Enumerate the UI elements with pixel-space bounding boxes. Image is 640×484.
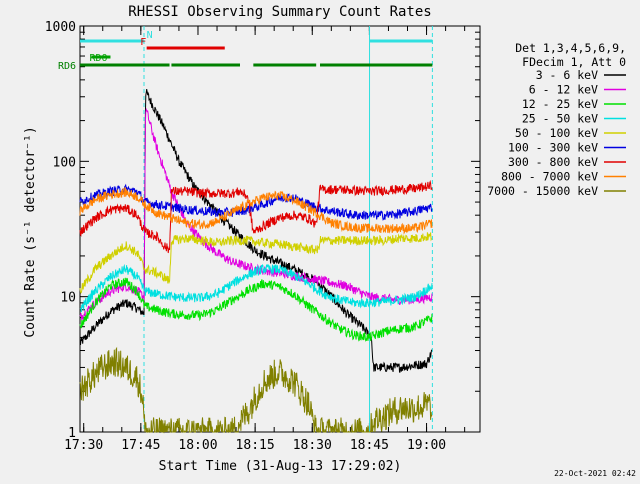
x-tick-label: 17:30: [64, 438, 103, 453]
y-tick-label: 1000: [45, 20, 76, 35]
series-line: [79, 263, 433, 313]
legend-label: 7000 - 15000 keV: [487, 184, 598, 198]
footer-date: 22-Oct-2021 02:42: [554, 469, 636, 478]
x-tick-label: 18:45: [350, 438, 389, 453]
legend-label: 50 - 100 keV: [515, 126, 598, 140]
series-line: [79, 277, 433, 343]
x-tick-label: 18:30: [293, 438, 332, 453]
legend-label: 3 - 6 keV: [536, 68, 598, 82]
series-line: [79, 232, 433, 294]
flag-bar-label: RD6: [58, 61, 76, 72]
series-line: [79, 179, 433, 254]
plot-layer: 1 10 100 1000 17:30 17:45 18:00 18:15 18:30 18:45…: [45, 20, 626, 453]
y-tick-label: 10: [60, 291, 76, 306]
y-tick-label: 100: [53, 155, 76, 170]
series-line: [79, 183, 433, 221]
plot-frame: [79, 25, 481, 433]
legend-label: 6 - 12 keV: [529, 83, 598, 97]
legend-label: 800 - 7000 keV: [501, 170, 598, 184]
legend-label: 25 - 50 keV: [522, 112, 598, 126]
y-tick-label: 1: [68, 426, 76, 441]
series-line: [79, 187, 433, 235]
legend-header-line-1: Det 1,3,4,5,6,9,: [515, 41, 626, 55]
legend-label: 100 - 300 keV: [508, 141, 598, 155]
x-tick-label: 17:45: [121, 438, 160, 453]
x-tick-label: 18:00: [178, 438, 217, 453]
chart-title: RHESSI Observing Summary Count Rates: [128, 4, 431, 20]
x-tick-label: 18:15: [236, 438, 275, 453]
legend-label: 300 - 800 keV: [508, 155, 598, 169]
flag-bar-label: RD0: [90, 53, 108, 64]
x-tick-label: 19:00: [407, 438, 446, 453]
legend-label: 12 - 25 keV: [522, 97, 598, 111]
y-axis-label: Count Rate (s⁻¹ detector⁻¹): [23, 126, 38, 337]
series-line: [79, 346, 433, 434]
flag-bar-label: F: [140, 37, 146, 48]
series-line: [79, 89, 433, 373]
x-axis-label: Start Time (31-Aug-13 17:29:02): [159, 459, 402, 474]
legend-header-line-2: FDecim 1, Att 0: [522, 55, 626, 69]
flag-bar-label: N: [147, 30, 153, 41]
